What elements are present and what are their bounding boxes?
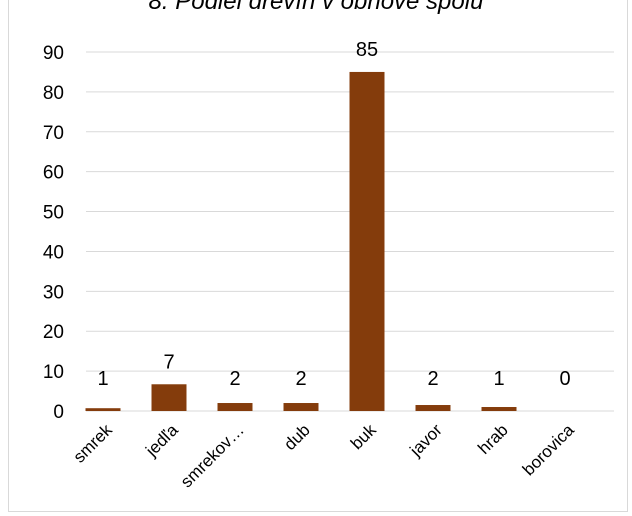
data-label: 2	[229, 368, 240, 390]
x-tick-label: hrab	[474, 420, 511, 457]
bars	[85, 71, 517, 411]
chart-frame	[8, 0, 628, 512]
y-tick-label: 50	[43, 203, 64, 224]
y-axis-ticks: 0 10 20 30 40 50 60 70 80 90	[43, 43, 64, 423]
y-tick-label: 30	[43, 282, 64, 303]
data-label: 2	[427, 368, 438, 390]
y-tick-label: 70	[43, 123, 64, 144]
bar-0	[85, 408, 121, 411]
bar-4	[349, 71, 385, 411]
y-tick-label: 10	[43, 362, 64, 383]
x-tick-label: jedľa	[141, 420, 182, 461]
data-label: 1	[97, 368, 108, 390]
x-tick-label: dub	[280, 420, 313, 453]
data-label: 0	[559, 368, 570, 390]
x-tick-label: javor	[406, 420, 446, 460]
bar-3	[283, 403, 319, 411]
y-tick-label: 80	[43, 83, 64, 104]
chart-title: 8. Podiel drevín v obnove spolu	[148, 0, 484, 15]
data-label: 2	[295, 368, 306, 390]
y-tick-label: 20	[43, 322, 64, 343]
y-tick-label: 40	[43, 242, 64, 263]
data-label: 85	[356, 39, 378, 61]
y-tick-label: 90	[43, 43, 64, 64]
y-tick-label: 0	[53, 402, 64, 423]
x-tick-label: smrek	[70, 420, 117, 467]
y-tick-label: 60	[43, 163, 64, 184]
x-tick-label: borovica	[519, 420, 578, 479]
bar-6	[481, 407, 517, 411]
x-tick-label: smrekov…	[177, 420, 248, 491]
x-tick-label: buk	[347, 420, 380, 453]
bar-2	[217, 403, 253, 411]
data-labels: 1 7 2 2 85 2 1 0	[97, 39, 570, 390]
data-label: 1	[493, 368, 504, 390]
bar-1	[151, 384, 187, 411]
bar-5	[415, 405, 451, 411]
data-label: 7	[163, 351, 174, 373]
